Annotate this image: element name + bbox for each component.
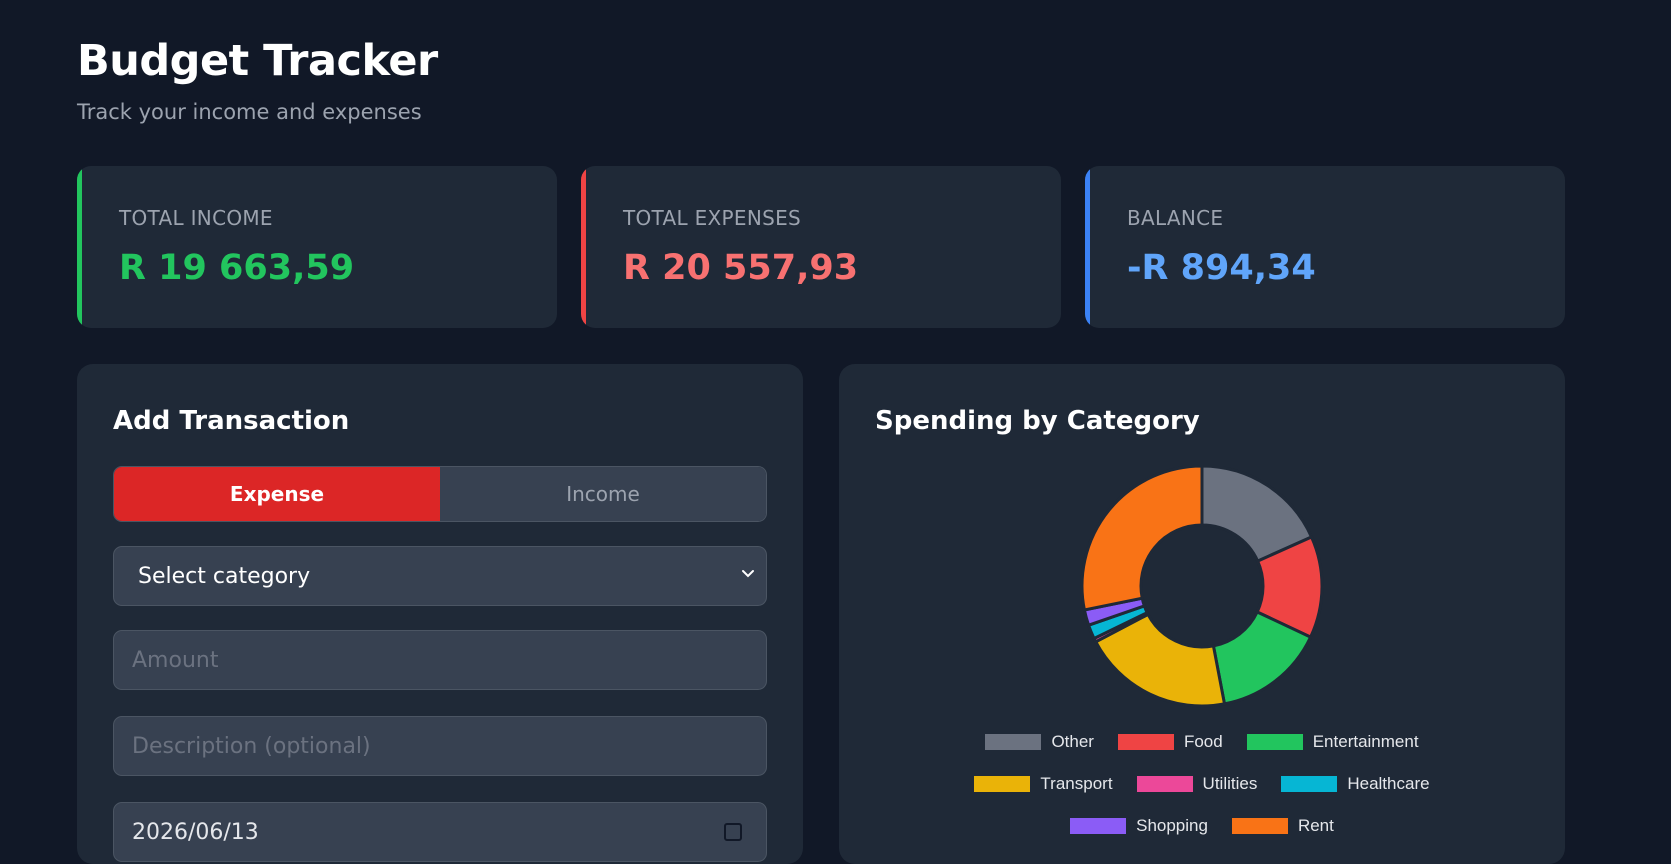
amount-input[interactable]: Amount [113, 630, 767, 690]
legend-item-other[interactable]: Other [985, 732, 1094, 752]
legend-swatch [1281, 776, 1338, 792]
legend-item-rent[interactable]: Rent [1231, 816, 1334, 836]
legend-swatch [1136, 776, 1193, 792]
legend-swatch [985, 734, 1042, 750]
expenses-accent-bar [581, 166, 586, 328]
donut-chart [1080, 466, 1324, 708]
description-input[interactable]: Description (optional) [113, 716, 767, 776]
income-label: TOTAL INCOME [119, 206, 273, 230]
calendar-icon[interactable] [724, 823, 742, 841]
date-input[interactable]: 2026/06/13 [113, 802, 767, 862]
legend-label: Utilities [1202, 774, 1258, 793]
donut-slice-transport[interactable] [1093, 612, 1227, 708]
legend-label: Healthcare [1347, 774, 1430, 793]
legend-swatch [1231, 818, 1288, 834]
income-toggle-button[interactable]: Income [440, 467, 766, 521]
expenses-value: R 20 557,93 [623, 248, 859, 288]
legend-item-entertainment[interactable]: Entertainment [1246, 732, 1419, 752]
balance-summary-card: BALANCE -R 894,34 [1085, 166, 1565, 328]
spending-chart-panel: Spending by Category Other Food Entertainm… [839, 364, 1565, 864]
date-value: 2026/06/13 [132, 819, 259, 845]
legend-item-healthcare[interactable]: Healthcare [1281, 774, 1430, 794]
legend-swatch [1117, 734, 1174, 750]
legend-row: Shopping Rent [839, 816, 1565, 836]
category-select[interactable]: Select category [113, 546, 767, 606]
income-summary-card: TOTAL INCOME R 19 663,59 [77, 166, 557, 328]
legend-label: Food [1183, 732, 1223, 751]
chevron-down-icon [742, 570, 754, 578]
legend-item-food[interactable]: Food [1117, 732, 1223, 752]
balance-label: BALANCE [1127, 206, 1224, 230]
add-transaction-panel: Add Transaction Expense Income Select ca… [77, 364, 803, 864]
expenses-label: TOTAL EXPENSES [623, 206, 802, 230]
amount-placeholder: Amount [132, 647, 219, 673]
legend-swatch [1070, 818, 1127, 834]
expense-toggle-button[interactable]: Expense [114, 467, 440, 521]
legend-swatch [1246, 734, 1303, 750]
page-title: Budget Tracker [77, 36, 438, 86]
legend-swatch [974, 776, 1031, 792]
donut-slice-other[interactable] [1200, 466, 1314, 564]
expenses-summary-card: TOTAL EXPENSES R 20 557,93 [581, 166, 1061, 328]
legend-item-shopping[interactable]: Shopping [1070, 816, 1208, 836]
legend-label: Other [1051, 732, 1094, 751]
page-subtitle: Track your income and expenses [77, 100, 422, 124]
legend-item-utilities[interactable]: Utilities [1136, 774, 1258, 794]
legend-row: Transport Utilities Healthcare [839, 774, 1565, 794]
description-placeholder: Description (optional) [132, 733, 371, 759]
legend-item-transport[interactable]: Transport [974, 774, 1113, 794]
legend-label: Entertainment [1312, 732, 1419, 751]
legend-row: Other Food Entertainment [839, 732, 1565, 752]
balance-accent-bar [1085, 166, 1090, 328]
legend-label: Shopping [1136, 816, 1208, 835]
donut-slice-rent[interactable] [1080, 466, 1204, 612]
income-accent-bar [77, 166, 82, 328]
legend-label: Rent [1297, 816, 1334, 835]
balance-value: -R 894,34 [1127, 248, 1316, 288]
legend-label: Transport [1040, 774, 1113, 793]
transaction-type-toggle: Expense Income [113, 466, 767, 522]
category-select-value: Select category [138, 563, 311, 589]
income-value: R 19 663,59 [119, 248, 355, 288]
chart-title: Spending by Category [875, 406, 1200, 436]
add-transaction-title: Add Transaction [113, 406, 350, 436]
